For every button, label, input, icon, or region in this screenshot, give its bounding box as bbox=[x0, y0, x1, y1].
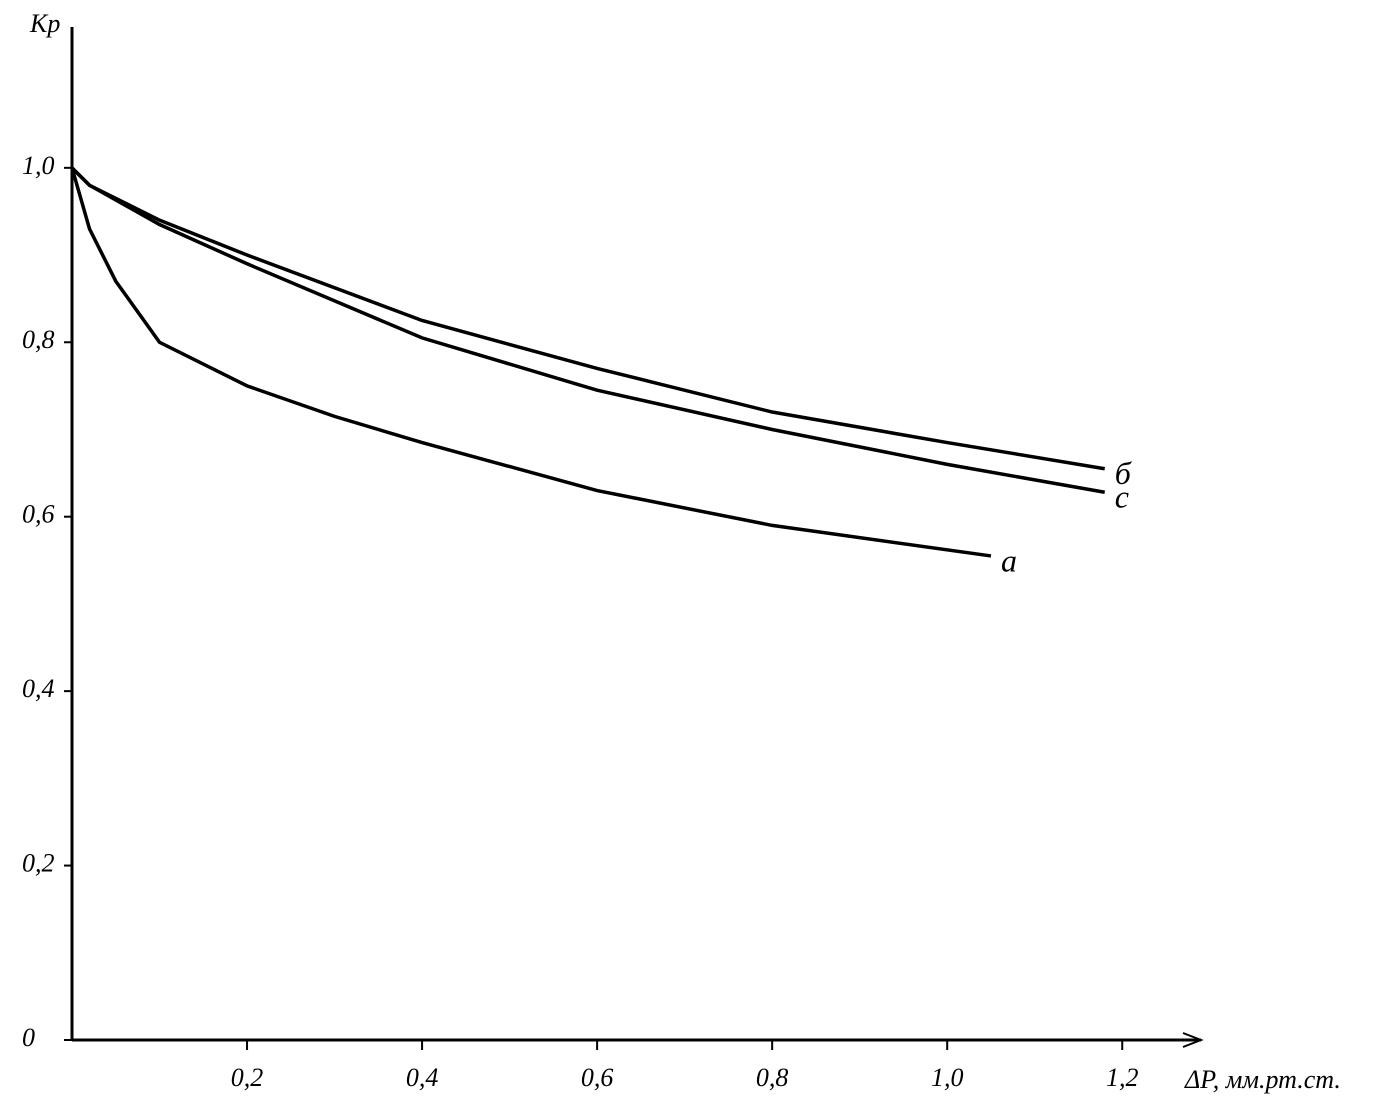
y-tick-label: 0,4 bbox=[22, 674, 55, 703]
x-tick-label: 1,2 bbox=[1106, 1063, 1139, 1092]
y-tick-label: 0 bbox=[22, 1023, 35, 1052]
y-tick-label: 0,2 bbox=[22, 849, 55, 878]
y-tick-label: 1,0 bbox=[22, 151, 55, 180]
series-line bbox=[70, 167, 992, 558]
x-axis-arrow bbox=[1182, 1032, 1204, 1048]
y-tick-label: 0,6 bbox=[22, 500, 55, 529]
x-tick-label: 0,8 bbox=[756, 1063, 789, 1092]
series-label: a bbox=[1001, 542, 1017, 578]
x-tick-label: 0,6 bbox=[581, 1063, 614, 1092]
x-tick-label: 0,2 bbox=[231, 1063, 264, 1092]
series-line bbox=[70, 166, 1106, 471]
series-label: c bbox=[1115, 479, 1129, 515]
series-label: б bbox=[1115, 455, 1132, 491]
y-axis-label: Kp bbox=[29, 9, 60, 38]
series-line bbox=[70, 166, 1106, 494]
y-tick-label: 0,8 bbox=[22, 325, 55, 354]
x-tick-label: 0,4 bbox=[406, 1063, 439, 1092]
x-axis-label: ΔP, мм.рт.ст. bbox=[1184, 1065, 1341, 1094]
x-tick-label: 1,0 bbox=[931, 1063, 964, 1092]
